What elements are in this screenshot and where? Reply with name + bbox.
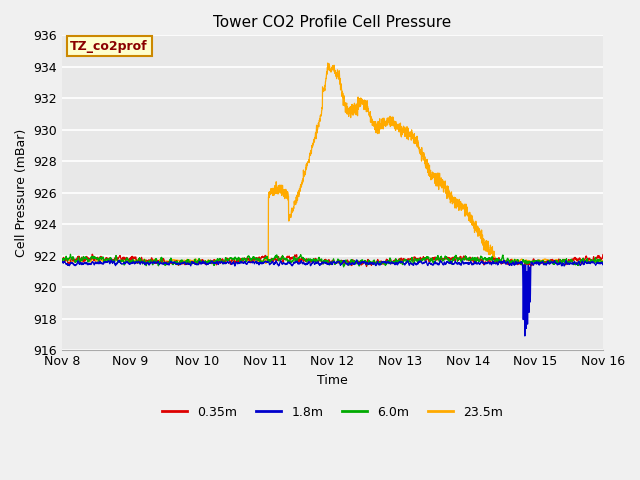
Y-axis label: Cell Pressure (mBar): Cell Pressure (mBar) (15, 129, 28, 257)
Title: Tower CO2 Profile Cell Pressure: Tower CO2 Profile Cell Pressure (213, 15, 452, 30)
Text: TZ_co2prof: TZ_co2prof (70, 39, 148, 52)
Legend: 0.35m, 1.8m, 6.0m, 23.5m: 0.35m, 1.8m, 6.0m, 23.5m (157, 401, 508, 424)
X-axis label: Time: Time (317, 374, 348, 387)
